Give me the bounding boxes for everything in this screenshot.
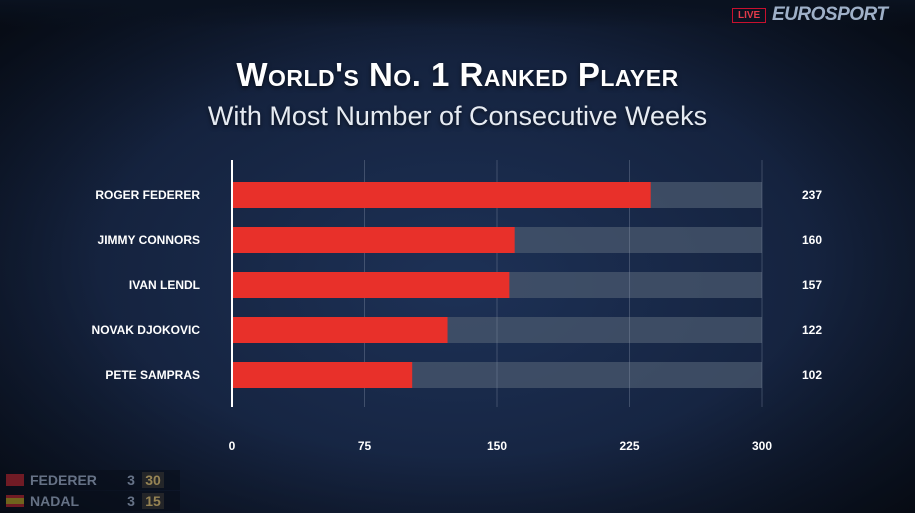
data-label: 237 — [802, 188, 822, 202]
x-tick-label: 150 — [487, 439, 507, 453]
broadcast-top-bar — [0, 0, 915, 28]
bar — [232, 227, 515, 253]
sets-score: 3 — [127, 472, 135, 488]
bar — [232, 362, 413, 388]
bar — [232, 182, 651, 208]
score-row: FEDERER 3 30 — [0, 470, 180, 490]
data-label: 157 — [802, 278, 822, 292]
category-label: PETE SAMPRAS — [105, 368, 200, 382]
spain-flag-icon — [6, 495, 24, 507]
data-label: 102 — [802, 368, 822, 382]
x-tick-label: 225 — [619, 439, 639, 453]
game-score: 30 — [142, 472, 164, 488]
category-label: NOVAK DJOKOVIC — [92, 323, 201, 337]
data-label: 122 — [802, 323, 822, 337]
category-label: ROGER FEDERER — [95, 188, 200, 202]
chart-title: World's No. 1 Ranked Player — [236, 56, 679, 93]
data-label: 160 — [802, 233, 822, 247]
category-label: IVAN LENDL — [129, 278, 200, 292]
chart-subtitle: With Most Number of Consecutive Weeks — [207, 101, 708, 131]
switzerland-flag-icon — [6, 474, 24, 486]
x-tick-label: 300 — [752, 439, 772, 453]
broadcaster-logo: EUROSPORT — [772, 4, 888, 25]
live-badge: LIVE — [732, 8, 767, 23]
x-tick-label: 75 — [358, 439, 372, 453]
bar — [232, 317, 448, 343]
sets-score: 3 — [127, 493, 135, 509]
scorebug: FEDERER 3 30 NADAL 3 15 — [0, 470, 180, 512]
score-row: NADAL 3 15 — [0, 491, 180, 511]
player-name: NADAL — [30, 493, 79, 509]
category-label: JIMMY CONNORS — [98, 233, 200, 247]
game-score: 15 — [142, 493, 164, 509]
x-tick-label: 0 — [229, 439, 236, 453]
player-name: FEDERER — [30, 472, 97, 488]
bar — [232, 272, 510, 298]
